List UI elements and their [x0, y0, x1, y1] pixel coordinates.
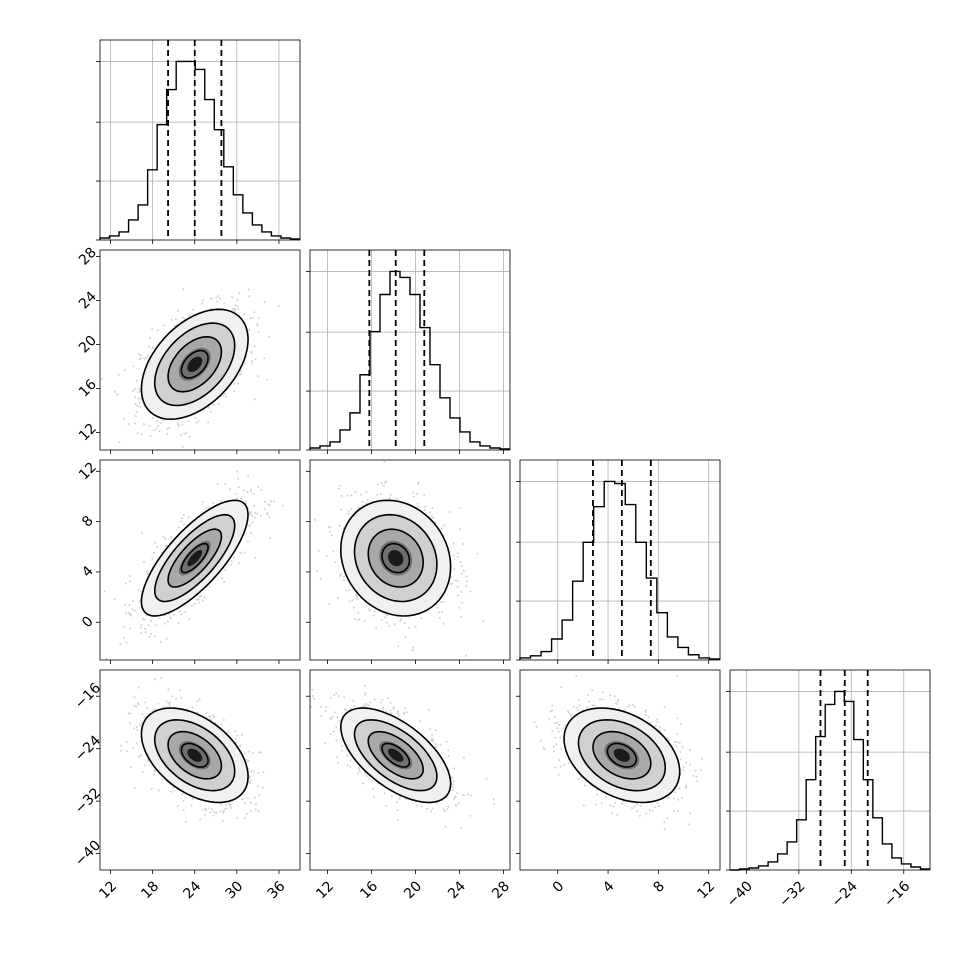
x-tick-label: −16: [881, 878, 913, 910]
density-fill: [187, 550, 203, 567]
contour-line: [167, 528, 223, 588]
x-tick-label: 28: [489, 878, 513, 902]
contour-line: [339, 499, 452, 617]
x-tick-label: 18: [138, 878, 162, 902]
histogram-line: [309, 270, 510, 450]
x-tick-label: 20: [401, 878, 425, 902]
y-tick-label: 8: [79, 513, 97, 531]
contour-line: [180, 349, 209, 379]
contour-line: [167, 335, 223, 393]
contour-line: [563, 707, 681, 804]
contour-line: [153, 322, 236, 407]
panel-frame: [99, 39, 301, 241]
panel-frame: [309, 669, 511, 871]
contour-line: [381, 742, 411, 768]
x-tick-label: −40: [724, 878, 756, 910]
scatter-panel-1-3: [306, 669, 511, 874]
scatter-panel-1-2: [306, 459, 511, 664]
panel-frame: [309, 249, 511, 451]
panel-frame: [99, 459, 301, 661]
contour-line: [180, 542, 209, 574]
y-tick-label: −40: [72, 838, 104, 870]
scatter-panel-2-3: [516, 669, 721, 874]
y-tick-label: 20: [76, 333, 100, 357]
histogram-panel-1: [306, 249, 511, 454]
density-fill: [388, 748, 404, 762]
panel-frame: [519, 669, 721, 871]
x-tick-label: 0: [550, 878, 568, 896]
density-fill: [613, 748, 630, 762]
x-tick-label: 30: [223, 878, 247, 902]
contour-line: [606, 742, 638, 768]
contour-line: [367, 528, 425, 588]
contour-line: [154, 513, 236, 603]
scatter-panel-0-1: [96, 249, 301, 454]
x-tick-label: −24: [829, 878, 861, 910]
x-tick-label: −32: [776, 878, 808, 910]
density-fill: [187, 356, 203, 372]
y-tick-label: 28: [76, 245, 100, 269]
density-fill: [187, 748, 203, 762]
histogram-line: [519, 480, 720, 660]
x-tick-label: 36: [265, 878, 289, 902]
y-tick-label: 12: [76, 420, 100, 444]
y-tick-label: −24: [72, 733, 104, 765]
panel-frame: [519, 459, 721, 661]
y-tick-label: 4: [79, 563, 97, 581]
contour-line: [140, 707, 249, 804]
contour-line: [180, 742, 209, 768]
x-tick-label: 12: [694, 878, 718, 902]
contour-line: [339, 707, 452, 804]
contour-line: [140, 499, 249, 617]
y-tick-label: −16: [72, 680, 104, 712]
contour-line: [353, 719, 438, 792]
contour-line: [167, 730, 223, 780]
y-tick-label: −32: [72, 785, 104, 817]
y-tick-label: 16: [76, 376, 100, 400]
histogram-line: [99, 60, 300, 240]
histogram-panel-0: [96, 39, 301, 244]
contour-line: [140, 308, 249, 421]
density-fill: [388, 550, 404, 567]
x-tick-label: 8: [650, 878, 668, 896]
x-tick-label: 24: [180, 878, 204, 902]
y-tick-label: 12: [76, 459, 100, 483]
histogram-panel-2: [516, 459, 721, 664]
contour-line: [367, 730, 425, 780]
contour-line: [592, 730, 652, 780]
x-tick-label: 12: [96, 878, 120, 902]
panel-frame: [99, 669, 301, 871]
scatter-panel-0-3: [96, 669, 301, 874]
panel-frame: [309, 459, 511, 661]
x-tick-label: 16: [357, 878, 381, 902]
histogram-line: [730, 690, 930, 871]
contour-line: [381, 542, 411, 574]
x-tick-label: 24: [445, 878, 469, 902]
panel-frame: [729, 669, 931, 871]
y-tick-label: 0: [79, 613, 97, 631]
x-tick-label: 12: [313, 878, 337, 902]
contour-line: [153, 718, 236, 792]
scatter-panel-0-2: [96, 459, 301, 664]
panel-frame: [99, 249, 301, 451]
y-tick-label: 24: [76, 289, 100, 313]
contour-line: [577, 718, 666, 792]
contour-line: [353, 513, 438, 603]
x-tick-label: 4: [600, 878, 618, 896]
histogram-panel-3: [726, 669, 931, 874]
